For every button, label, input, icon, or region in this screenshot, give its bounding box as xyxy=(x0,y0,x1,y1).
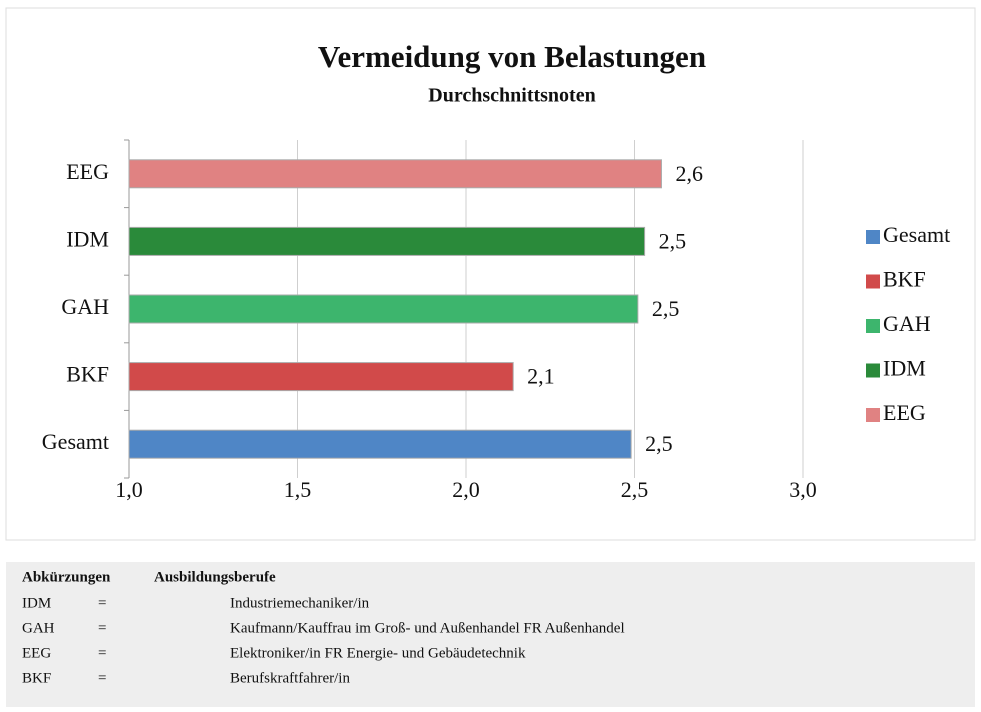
table-cell: BKF xyxy=(22,670,51,686)
data-label: 2,6 xyxy=(675,161,703,186)
data-label: 2,5 xyxy=(645,431,673,456)
bar xyxy=(128,362,514,392)
table-cell: GAH xyxy=(22,620,55,636)
legend-swatch xyxy=(866,319,880,333)
data-label: 2,1 xyxy=(527,364,555,389)
table-cell: Berufskraftfahrer/in xyxy=(230,670,350,686)
x-tick-label: 3,0 xyxy=(789,477,817,502)
bar xyxy=(128,294,639,324)
bar xyxy=(128,226,646,256)
x-tick-label: 2,0 xyxy=(452,477,480,502)
x-tick-label: 2,5 xyxy=(621,477,649,502)
legend-label: GAH xyxy=(883,311,931,336)
legend-swatch xyxy=(866,408,880,422)
chart-subtitle: Durchschnittsnoten xyxy=(428,85,595,107)
table-cell: = xyxy=(98,595,106,611)
table-cell: Kaufmann/Kauffrau im Groß- und Außenhand… xyxy=(230,620,625,636)
legend-label: Gesamt xyxy=(883,222,950,247)
legend-swatch xyxy=(866,274,880,289)
data-label: 2,5 xyxy=(652,296,680,321)
table-header: Abkürzungen xyxy=(22,569,111,585)
table-cell: EEG xyxy=(22,645,51,661)
x-tick-label: 1,0 xyxy=(115,477,143,502)
chart-title: Vermeidung von Belastungen xyxy=(318,39,706,74)
table-cell: = xyxy=(98,670,106,686)
table-cell: = xyxy=(98,645,106,661)
table-cell: IDM xyxy=(22,595,51,611)
y-tick-label: EEG xyxy=(66,159,109,184)
y-tick-label: IDM xyxy=(66,226,109,251)
table-cell: = xyxy=(98,620,106,636)
y-tick-label: BKF xyxy=(66,362,109,387)
bar xyxy=(128,429,632,459)
x-tick-label: 1,5 xyxy=(284,477,312,502)
legend-label: IDM xyxy=(883,356,926,381)
table-header: Ausbildungsberufe xyxy=(154,569,276,585)
y-tick-label: GAH xyxy=(61,294,109,319)
table-cell: Elektroniker/in FR Energie- und Gebäudet… xyxy=(230,645,526,661)
table-background xyxy=(6,562,975,707)
legend-swatch xyxy=(866,230,880,244)
bar xyxy=(128,159,662,189)
legend-label: BKF xyxy=(883,267,926,292)
table-cell: Industriemechaniker/in xyxy=(230,595,370,611)
legend-swatch xyxy=(866,363,880,378)
data-label: 2,5 xyxy=(659,228,687,253)
y-tick-label: Gesamt xyxy=(42,429,109,454)
legend-label: EEG xyxy=(883,400,926,425)
